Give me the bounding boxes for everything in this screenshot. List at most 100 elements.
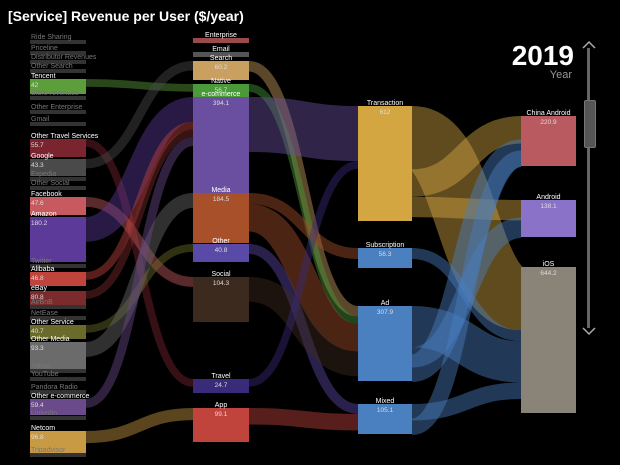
node-bar[interactable] xyxy=(521,200,576,237)
node-bar[interactable] xyxy=(358,404,412,434)
sankey-link xyxy=(411,196,522,221)
node-bar[interactable] xyxy=(30,217,86,262)
sankey-node[interactable]: Yahoo xyxy=(30,363,86,373)
node-bar[interactable] xyxy=(30,316,86,320)
node-bar[interactable] xyxy=(30,453,86,457)
node-bar[interactable] xyxy=(30,342,86,369)
node-bar[interactable] xyxy=(521,116,576,166)
node-bar[interactable] xyxy=(30,305,86,309)
node-bar[interactable] xyxy=(193,193,249,243)
node-bar[interactable] xyxy=(30,369,86,373)
node-label: Email xyxy=(212,46,230,53)
sankey-node[interactable]: Linkedin xyxy=(30,410,86,420)
node-bar[interactable] xyxy=(30,96,86,100)
node-bar[interactable] xyxy=(30,377,86,381)
sankey-node[interactable]: Other Travel Services 55.7 xyxy=(30,133,99,157)
sankey-node[interactable]: Travel 24.7 xyxy=(193,373,249,393)
node-bar[interactable] xyxy=(30,40,86,44)
node-bar[interactable] xyxy=(193,61,249,80)
sankey-node[interactable]: iOS 644.2 xyxy=(521,261,576,413)
sankey-node[interactable]: Tencent 42 xyxy=(30,73,86,94)
sankey-node[interactable]: Mixed 105.1 xyxy=(358,398,412,434)
node-label: NetEase xyxy=(31,310,58,317)
sankey-node[interactable]: Enterprise xyxy=(193,32,249,43)
node-bar[interactable] xyxy=(193,38,249,43)
sankey-node[interactable]: Native 56.7 xyxy=(193,78,249,98)
sankey-node[interactable]: Other Enterprise xyxy=(30,104,86,114)
sankey-node[interactable]: Other Service 40.7 xyxy=(30,319,86,339)
node-bar[interactable] xyxy=(30,325,86,339)
sankey-link xyxy=(248,97,359,161)
sankey-node[interactable]: Distributor Revenues xyxy=(30,54,97,64)
node-bar[interactable] xyxy=(30,159,86,176)
sankey-node[interactable]: Social 104.3 xyxy=(193,271,249,322)
sankey-node[interactable]: Search 60.2 xyxy=(193,55,249,80)
sankey-node[interactable]: Other 40.8 xyxy=(193,238,249,262)
node-bar[interactable] xyxy=(30,110,86,114)
node-bar[interactable] xyxy=(30,390,86,394)
sankey-node[interactable]: Twitter xyxy=(30,258,86,268)
sankey-node[interactable]: Android 138.1 xyxy=(521,194,576,237)
sankey-node[interactable]: Google 43.3 xyxy=(30,153,86,176)
year-slider-track[interactable] xyxy=(587,48,590,328)
sankey-node[interactable]: e-commerce 394.1 xyxy=(193,91,249,197)
sankey-node[interactable]: Expedia xyxy=(30,171,86,181)
node-bar[interactable] xyxy=(30,122,86,126)
node-bar[interactable] xyxy=(193,52,249,57)
sankey-node[interactable]: China Android 220.9 xyxy=(521,110,576,166)
sankey-node[interactable]: App 99.1 xyxy=(193,402,249,442)
node-bar[interactable] xyxy=(30,272,86,286)
sankey-node[interactable]: Other e-commerce 59.4 xyxy=(30,393,89,415)
node-bar[interactable] xyxy=(193,277,249,322)
sankey-node[interactable]: Priceline xyxy=(30,45,86,55)
node-bar[interactable] xyxy=(30,177,86,181)
sankey-node[interactable]: Ad 307.9 xyxy=(358,300,412,381)
node-bar[interactable] xyxy=(30,186,86,190)
sankey-node[interactable]: Netcom 96.8 xyxy=(30,425,86,453)
sankey-node[interactable]: Ride Sharing xyxy=(30,34,86,44)
node-bar[interactable] xyxy=(358,306,412,381)
chevron-down-icon[interactable] xyxy=(582,326,596,336)
sankey-node[interactable]: YouTube xyxy=(30,371,86,381)
sankey-node[interactable]: Pandora Radio xyxy=(30,384,86,394)
sankey-node[interactable]: Other Search xyxy=(30,63,86,73)
node-bar[interactable] xyxy=(30,264,86,268)
node-label: Other Social xyxy=(31,180,70,187)
node-bar[interactable] xyxy=(30,416,86,420)
node-bar[interactable] xyxy=(30,51,86,55)
sankey-node[interactable]: Tripadvisor xyxy=(30,447,86,457)
node-label: Twitter xyxy=(31,258,52,265)
node-bar[interactable] xyxy=(193,379,249,393)
node-bar[interactable] xyxy=(358,106,412,221)
sankey-node[interactable]: NetEase xyxy=(30,310,86,320)
node-bar[interactable] xyxy=(358,248,412,268)
node-bar[interactable] xyxy=(193,97,249,197)
sankey-node[interactable]: eBay 80.8 xyxy=(30,285,86,305)
node-bar[interactable] xyxy=(30,197,86,215)
node-bar[interactable] xyxy=(193,408,249,442)
sankey-node[interactable]: Email xyxy=(193,46,249,57)
sankey-node[interactable]: Gmail xyxy=(30,116,86,126)
node-bar[interactable] xyxy=(193,244,249,262)
sankey-node[interactable]: Amazon 180.2 xyxy=(30,211,86,262)
sankey-node[interactable]: Media 184.5 xyxy=(193,187,249,243)
node-bar[interactable] xyxy=(30,60,86,64)
node-bar[interactable] xyxy=(193,84,249,98)
year-slider-thumb[interactable] xyxy=(584,100,596,148)
chevron-up-icon[interactable] xyxy=(582,40,596,50)
node-bar[interactable] xyxy=(30,431,86,453)
node-bar[interactable] xyxy=(521,267,576,413)
sankey-node[interactable]: Other Social xyxy=(30,180,86,190)
node-bar[interactable] xyxy=(30,291,86,305)
sankey-node[interactable]: Transaction 612 xyxy=(358,100,412,221)
node-bar[interactable] xyxy=(30,139,86,157)
sankey-node[interactable]: Facebook 47.6 xyxy=(30,191,86,215)
node-bar[interactable] xyxy=(30,69,86,73)
node-bar[interactable] xyxy=(30,79,86,94)
sankey-node[interactable]: Subscription 56.3 xyxy=(358,242,412,268)
sankey-node[interactable]: Alibaba 46.8 xyxy=(30,266,86,286)
node-bar[interactable] xyxy=(30,399,86,415)
sankey-node[interactable]: Other Media 93.3 xyxy=(30,336,86,369)
sankey-node[interactable]: AirBnB xyxy=(30,299,86,309)
sankey-node[interactable]: Store revenues xyxy=(30,90,86,100)
